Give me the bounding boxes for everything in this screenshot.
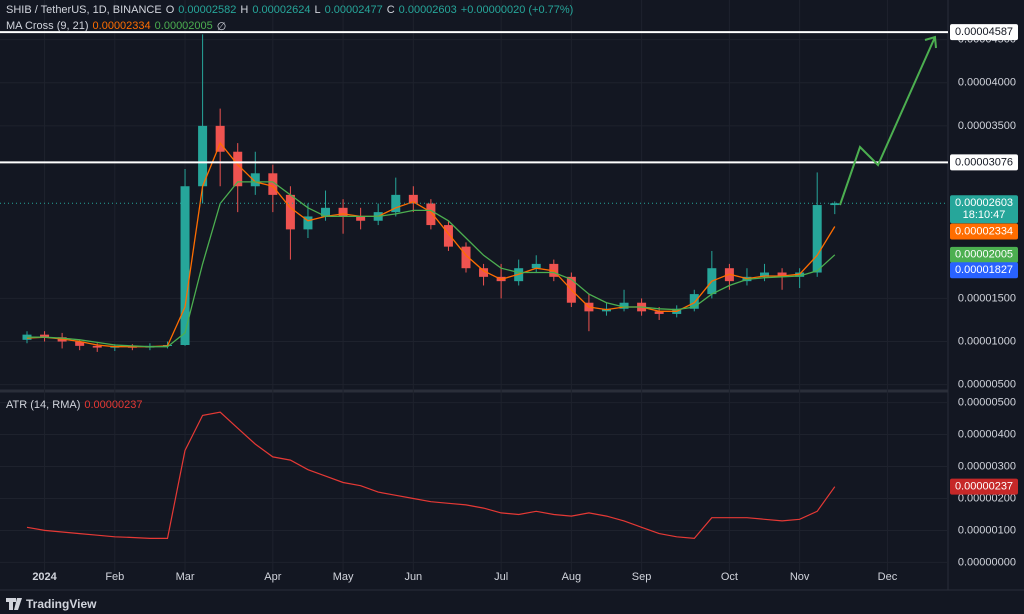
atr-legend: ATR (14, RMA) 0.00000237: [6, 399, 142, 411]
ohlc-key: L: [314, 4, 321, 16]
x-tick-label: Sep: [632, 571, 652, 583]
ohlc-value: 0.00002624: [252, 4, 311, 16]
indicator-name: MA Cross (9, 21): [6, 20, 89, 32]
candle-body: [760, 272, 770, 277]
ohlc-legend: SHIB / TetherUS, 1D, BINANCE O 0.00002582…: [6, 4, 573, 16]
candle-body: [198, 125, 208, 187]
hline-box: [950, 154, 1018, 171]
x-tick-label: Mar: [176, 571, 195, 583]
x-tick-label: Oct: [721, 571, 738, 583]
candle-body: [303, 216, 313, 230]
atr-last-label: 0.00000237: [955, 481, 1013, 493]
candle-body: [443, 225, 453, 247]
change: +0.00000020 (+0.77%): [460, 4, 574, 16]
y-tick-label: 0.00003500: [958, 120, 1016, 132]
candle-body: [426, 203, 436, 226]
candle-body: [215, 125, 225, 152]
symbol: SHIB / TetherUS, 1D, BINANCE: [6, 4, 162, 16]
x-tick-label: May: [333, 571, 354, 583]
candle-body: [461, 246, 471, 269]
candle-body: [75, 341, 85, 346]
candle-body: [654, 311, 664, 314]
ma-line: [26, 141, 836, 348]
y-tick-label: 0.00000400: [958, 428, 1016, 440]
y-tick-label: 0.00000000: [958, 556, 1016, 568]
candle-body: [250, 173, 260, 187]
atr-last-box: [950, 478, 1018, 495]
indicator-suffix: ∅: [216, 21, 227, 33]
atr-value: 0.00000237: [84, 399, 143, 411]
ma-box: [950, 223, 1018, 240]
candle-body: [408, 194, 418, 204]
candle-body: [531, 263, 541, 269]
indicator-value: 0.00002005: [154, 20, 213, 32]
x-tick-label: Dec: [878, 571, 898, 583]
candle-body: [356, 216, 366, 221]
candle-body: [689, 294, 699, 309]
marker-label: 0.00001827: [955, 264, 1013, 276]
y-tick-label: 0.00001000: [958, 335, 1016, 347]
last-price-box: [950, 195, 1018, 224]
y-tick-label: 0.00001500: [958, 292, 1016, 304]
candle-body: [619, 302, 629, 309]
ma-line: [27, 181, 836, 348]
candle-body: [391, 194, 401, 213]
indicator-legend: MA Cross (9, 21) 0.00002334 0.00002005 ∅: [6, 20, 226, 33]
ma-label: 0.00002005: [955, 249, 1013, 261]
ohlc-key: C: [386, 4, 395, 16]
atr-name: ATR (14, RMA): [6, 399, 81, 411]
x-tick-label: 2024: [32, 571, 57, 583]
hline-label: 0.00004587: [955, 26, 1013, 38]
candle-body: [830, 203, 840, 206]
candle-body: [338, 207, 348, 217]
ohlc-key: H: [240, 4, 249, 16]
candle-body: [812, 205, 822, 273]
ma-box: [950, 246, 1018, 263]
candle-body: [180, 186, 190, 345]
candle-body: [40, 334, 50, 338]
candle-body: [777, 272, 787, 277]
candle-body: [321, 207, 331, 217]
y-tick-label: 0.00000200: [958, 492, 1016, 504]
candle-body: [268, 173, 278, 195]
ohlc-value: 0.00002477: [324, 4, 383, 16]
y-tick-label: 0.00000500: [958, 379, 1016, 391]
x-tick-label: Jul: [494, 571, 508, 583]
x-tick-label: Aug: [562, 571, 582, 583]
candle-body: [92, 345, 102, 348]
x-tick-label: Nov: [790, 571, 810, 583]
projection-arrow: [839, 35, 937, 206]
y-tick-label: 0.00000500: [958, 396, 1016, 408]
marker-box: [950, 262, 1018, 279]
x-tick-label: Jun: [404, 571, 422, 583]
ohlc-key: O: [165, 4, 175, 16]
x-tick-label: Feb: [105, 571, 124, 583]
last-price-label: 0.00002603: [955, 197, 1013, 209]
ma-label: 0.00002334: [955, 225, 1013, 237]
brand-logo: [6, 598, 22, 610]
candle-body: [233, 151, 243, 187]
countdown: 18:10:47: [963, 209, 1006, 221]
ohlc-value: 0.00002582: [178, 4, 237, 16]
y-tick-label: 0.00000300: [958, 460, 1016, 472]
hline-label: 0.00003076: [955, 156, 1013, 168]
hline-box: [950, 24, 1018, 41]
x-tick-label: Apr: [264, 571, 281, 583]
y-tick-label: 0.00000100: [958, 524, 1016, 536]
brand-name: TradingView: [26, 597, 97, 611]
y-tick-label: 0.00004000: [958, 77, 1016, 89]
ohlc-value: 0.00002603: [398, 4, 457, 16]
indicator-value: 0.00002334: [92, 20, 151, 32]
atr-line: [26, 411, 836, 540]
candle-body: [479, 268, 489, 277]
candle-body: [285, 194, 295, 230]
